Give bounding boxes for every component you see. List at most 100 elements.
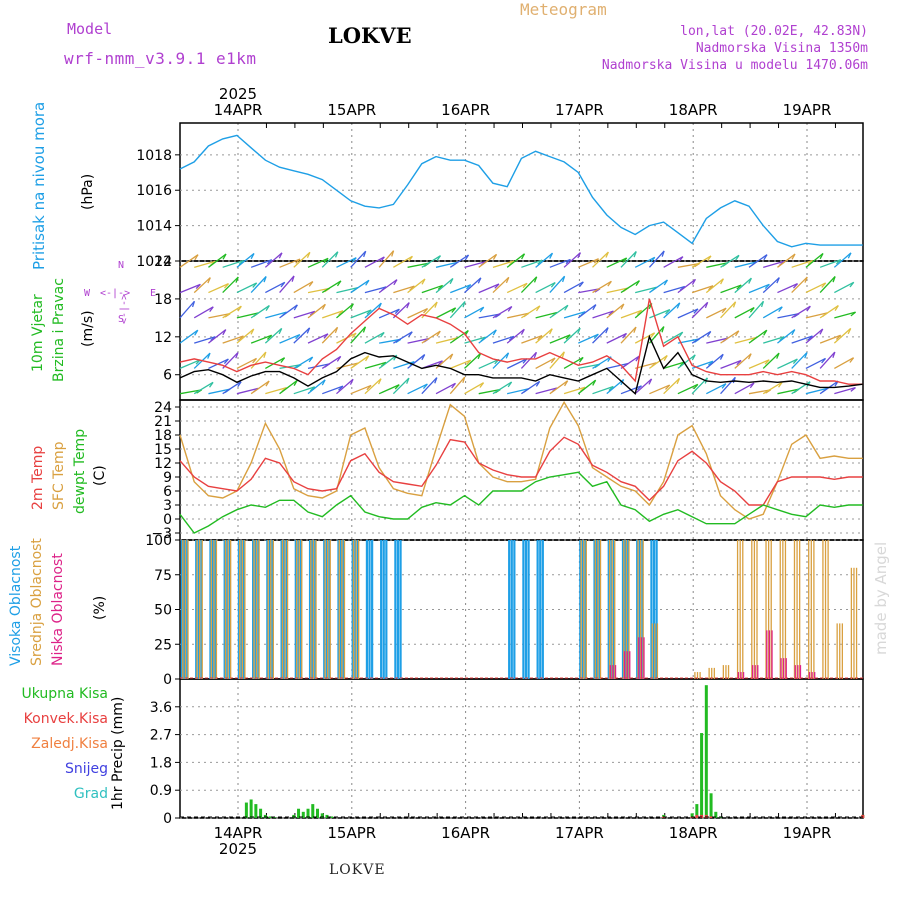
temp-2m-line [179,436,863,506]
wind-arrow [222,276,239,294]
wind-arrowhead [406,302,410,309]
wind-arrow [492,276,510,294]
wind-arrowhead [421,354,426,361]
wind-arrow [805,252,824,268]
wind-arrowhead [747,353,752,360]
wind-arrowhead [564,304,569,311]
wind-arrow [193,381,214,395]
wind-arrow [833,327,852,344]
precip-bar [249,799,253,818]
wind-arrow [577,379,597,395]
wind-arrowhead [847,252,852,259]
wind-arrow [720,254,740,268]
wind-arrowhead [210,336,216,342]
wind-arrowhead [778,381,783,388]
wind-arrow [364,378,382,395]
wind-arrowhead [278,252,283,259]
wind-arrow [279,275,295,294]
wind-arrow [549,304,569,319]
wind-arrow [336,287,359,294]
wind-arrowhead [209,381,214,388]
wind-arrowhead [336,280,342,287]
precip-bar [244,802,248,818]
wind-arrowhead [363,251,367,258]
wind-arrow [378,384,400,395]
wind-arrow [321,280,342,294]
y-tick-label: 0 [163,811,172,827]
wind-arrowhead [366,384,372,391]
wind-arrow [520,276,538,294]
wind-arrowhead [338,385,344,391]
wind-arrowhead [436,255,442,261]
precip-bar [292,814,296,818]
y-tick-label: 1014 [136,219,172,235]
wind-arrow [364,256,385,268]
wind-arrowhead [850,387,856,392]
precip-bar [268,816,272,818]
wind-arrow [763,336,785,344]
wind-arrowhead [291,275,295,282]
wind-arrow [748,283,770,294]
wind-arrow [378,354,398,369]
wind-arrow [478,313,501,319]
wind-arrowhead [819,253,824,260]
y-tick-label: 3.6 [150,700,172,716]
wind-arrowhead [533,352,538,359]
wind-arrow [606,362,629,370]
wind-arrowhead [434,377,438,384]
wind-arrowhead [505,277,510,284]
wind-arrow [648,326,665,344]
wind-arrowhead [266,334,273,340]
wind-arrowhead [321,304,326,310]
wind-arrow [193,306,214,319]
wind-arrow [449,376,466,395]
wind-arrowhead [579,281,584,288]
wind-arrowhead [549,328,553,335]
wind-arrowhead [409,285,415,291]
wind-arrow [236,357,257,369]
wind-arrow [350,326,366,344]
wind-arrow [549,380,569,395]
wind-arrow [507,388,529,395]
wind-arrowhead [508,260,515,266]
wind-arrowhead [334,251,339,258]
wind-arrow [634,302,653,319]
wind-arrow [321,326,339,344]
wind-arrowhead [804,276,808,283]
wind-arrow [762,352,780,369]
precip-bar [325,814,329,818]
wind-arrowhead [462,376,466,383]
legend-freezing-rain: Zaledj.Kisa [31,736,108,752]
wind-arrow [506,328,525,344]
panel-frame [179,260,864,401]
wind-arrow [478,329,497,344]
wind-arrowhead [835,334,842,340]
wind-arrowhead [479,382,485,388]
wind-arrow [264,327,283,344]
wind-arrow [250,380,270,395]
wind-arrowhead [693,308,699,314]
wind-arrow [350,279,370,294]
wind-arrow [762,306,783,319]
wind-arrow [265,357,285,369]
wind-arrow [819,334,841,344]
wind-arrowhead [792,283,799,289]
wind-speed-line [179,334,863,395]
wind-arrowhead [394,308,400,315]
wind-arrowhead [778,306,783,313]
wind-arrow [663,361,685,370]
wind-arrow [293,386,315,395]
wind-arrowhead [477,353,482,360]
wind-arrow [293,327,311,344]
wind-arrow [677,262,700,268]
wind-arrowhead [505,352,510,359]
wind-arrowhead [580,386,586,392]
wind-arrow [549,334,571,344]
legend-snow: Snijeg [64,761,108,777]
wind-arrow [407,278,426,294]
wind-arrow [634,378,652,395]
day-label-top: 17APR [555,101,604,119]
wind-arrow [720,359,742,370]
y-tick-label: 0 [163,512,172,528]
wind-arrow [620,326,637,344]
